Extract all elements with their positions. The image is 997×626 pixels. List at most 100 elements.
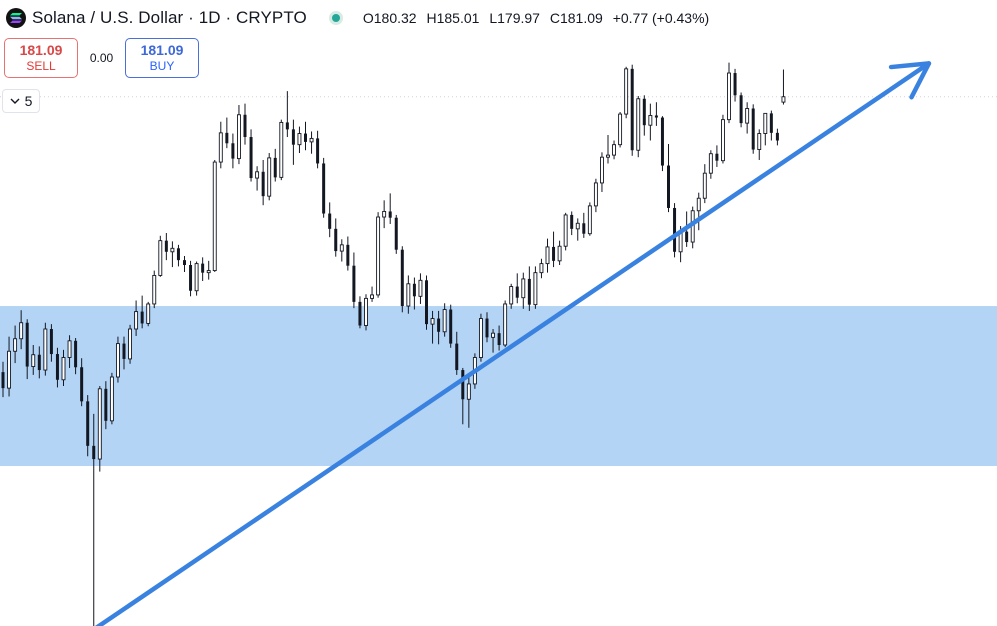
candle — [466, 374, 471, 428]
candle — [218, 121, 223, 169]
candle-body-down — [667, 165, 670, 208]
candle — [122, 336, 126, 370]
candle-body-down — [527, 278, 531, 305]
candle-body-up — [763, 112, 768, 134]
candle-body-down — [552, 246, 556, 261]
candle-body-up — [206, 270, 211, 274]
candle — [134, 300, 139, 336]
candle — [67, 335, 72, 368]
candle-body-down — [164, 240, 168, 252]
indicators-toggle-button[interactable]: 5 — [2, 89, 40, 113]
candle — [370, 286, 374, 302]
chevron-down-icon — [10, 98, 20, 104]
candle-body-down — [104, 388, 108, 421]
candle-body-up — [61, 357, 66, 381]
candle-body-down — [739, 95, 743, 124]
candle-body-up — [757, 133, 762, 150]
market-status-icon[interactable] — [328, 11, 343, 25]
buy-button[interactable]: 181.09 BUY — [125, 38, 199, 78]
candle-body-down — [346, 244, 350, 266]
candle — [236, 105, 241, 165]
candle-body-up — [606, 154, 610, 158]
candle — [43, 322, 48, 376]
candle-body-down — [515, 286, 519, 298]
candle-body-up — [745, 108, 750, 124]
candle-body-up — [509, 286, 514, 305]
symbol-title[interactable]: Solana / U.S. Dollar · 1D · CRYPTO — [32, 8, 307, 27]
candle-body-up — [115, 343, 120, 378]
candle — [400, 246, 404, 313]
high-value: 185.01 — [436, 10, 480, 26]
candle-body-down — [358, 301, 362, 326]
candle-body-down — [769, 113, 773, 133]
candle-body-up — [218, 132, 223, 163]
candle-body-down — [249, 137, 253, 179]
candle — [575, 218, 580, 241]
candle-body-up — [430, 318, 435, 325]
candle-body-down — [322, 163, 326, 214]
candle-body-down — [183, 260, 186, 266]
candle — [115, 336, 120, 383]
candle — [97, 386, 102, 472]
candle — [630, 64, 634, 156]
candle-body-down — [55, 354, 59, 380]
candle — [745, 102, 750, 134]
candle-body-down — [291, 129, 295, 145]
candle-body-down — [231, 143, 235, 159]
candle-body-up — [97, 388, 102, 460]
candle-body-down — [37, 354, 41, 371]
candle-body-down — [497, 333, 501, 345]
candle — [7, 336, 12, 397]
spread-value: 0.00 — [89, 51, 114, 65]
candle-body-down — [243, 114, 247, 138]
candle — [13, 325, 18, 364]
candle-body-up — [648, 115, 653, 126]
candle-body-down — [304, 133, 307, 142]
candle — [297, 126, 302, 154]
open-value: 180.32 — [373, 10, 417, 26]
candle — [19, 310, 24, 350]
candle — [739, 92, 743, 128]
candle — [557, 240, 562, 266]
candle-body-up — [624, 68, 629, 115]
candle — [55, 347, 59, 388]
candle-body-down — [285, 122, 289, 130]
candle — [364, 294, 368, 331]
candle — [642, 95, 646, 136]
support-zone[interactable] — [0, 306, 997, 467]
candle-body-down — [225, 132, 229, 144]
candle — [437, 310, 441, 345]
candle — [624, 66, 629, 119]
candle — [515, 273, 519, 304]
trendline-arrow[interactable] — [58, 61, 932, 626]
candle-body-down — [400, 249, 404, 307]
candle — [25, 319, 29, 380]
candle — [346, 236, 350, 271]
candle — [702, 164, 707, 204]
candle — [104, 381, 108, 430]
trendline — [94, 61, 932, 626]
candle — [273, 148, 277, 182]
change-value: +0.77 (+0.43%) — [612, 10, 710, 26]
candle — [503, 300, 508, 348]
candle — [497, 325, 501, 351]
candle-body-up — [279, 121, 284, 178]
candle — [212, 159, 217, 272]
buy-price: 181.09 — [140, 42, 184, 58]
sell-button[interactable]: 181.09 SELL — [4, 38, 78, 78]
candle-body-up — [13, 338, 18, 352]
candle — [291, 119, 295, 165]
candle-body-up — [134, 311, 139, 330]
candle-body-up — [212, 161, 217, 272]
buy-label: BUY — [149, 59, 175, 73]
ohlc-values: O180.32 H185.01 L179.97 C181.09 +0.77 (+… — [363, 10, 709, 26]
candle-body-down — [733, 73, 737, 96]
candle — [533, 266, 538, 309]
close-value: 181.09 — [559, 10, 603, 26]
candle-body-up — [539, 263, 544, 274]
candle — [80, 358, 84, 407]
candle — [201, 257, 205, 282]
candle — [673, 203, 677, 258]
candle-body-up — [612, 144, 616, 156]
